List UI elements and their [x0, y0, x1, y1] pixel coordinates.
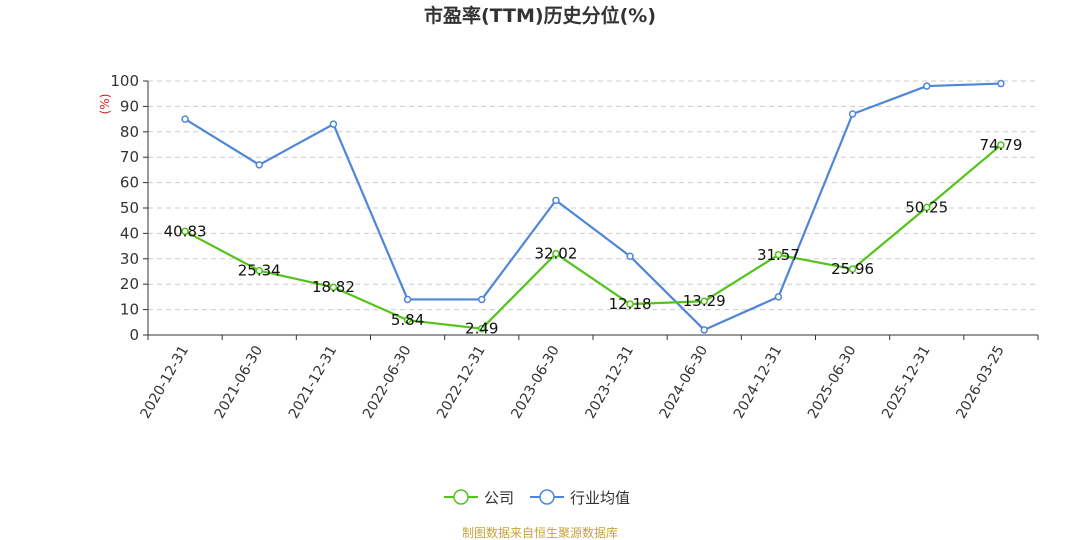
legend: 公司 行业均值 [444, 489, 630, 507]
data-label: 40.83 [164, 222, 207, 240]
x-tick-label: 2020-12-31 [137, 343, 192, 421]
legend-marker [453, 489, 469, 505]
data-point [329, 120, 338, 128]
data-point [329, 283, 338, 291]
x-tick-label: 2023-06-30 [508, 343, 563, 421]
data-label: 31.57 [757, 246, 800, 264]
source-note: 制图数据来自恒生聚源数据库 [462, 525, 618, 540]
series-line-1 [184, 82, 1001, 332]
x-tick-label: 2026-03-25 [953, 343, 1008, 421]
data-point [774, 251, 783, 259]
x-tick-label: 2023-12-31 [582, 343, 637, 421]
data-point [700, 326, 708, 334]
data-label: 74.79 [979, 136, 1022, 154]
y-tick-label: 90 [120, 97, 139, 115]
data-point [478, 324, 486, 333]
x-tick-label: 2024-12-31 [731, 343, 786, 421]
data-label: 2.49 [465, 320, 498, 338]
y-tick-label: 40 [120, 224, 139, 242]
y-tick-label: 60 [120, 174, 139, 192]
legend-marker [539, 489, 555, 505]
legend-label: 公司 [484, 489, 514, 507]
y-tick-label: 10 [120, 301, 139, 319]
data-label: 25.34 [238, 262, 281, 280]
data-point [255, 161, 263, 169]
x-tick-label: 2025-06-30 [805, 343, 860, 421]
data-point [403, 295, 412, 304]
data-point [403, 316, 412, 324]
x-axis-ticks: 2020-12-31 2021-06-30 2021-12-31 2022-06-30… [137, 335, 1039, 421]
data-point [181, 227, 189, 236]
data-point [255, 266, 263, 275]
y-tick-label: 80 [120, 123, 139, 141]
data-point [923, 82, 931, 90]
data-point [848, 110, 857, 118]
data-label: 12.18 [609, 295, 652, 313]
data-point [552, 249, 560, 258]
y-tick-label: 20 [120, 275, 139, 293]
chart-title: 市盈率(TTM)历史分位(%) [424, 4, 656, 27]
data-point [181, 115, 189, 123]
y-tick-label: 50 [120, 199, 139, 217]
y-axis-ticks: 0 10 20 30 40 50 60 70 80 90 100 [110, 72, 148, 344]
data-point [700, 297, 708, 305]
y-tick-label: 100 [110, 72, 139, 90]
data-point [774, 293, 783, 301]
y-axis-unit: (%) [98, 94, 112, 115]
y-tick-label: 0 [129, 326, 139, 344]
data-point [997, 79, 1005, 88]
x-tick-label: 2021-06-30 [212, 343, 267, 421]
data-point [552, 196, 560, 205]
data-point [997, 141, 1005, 149]
grid-lines [148, 80, 1038, 311]
data-point [626, 252, 634, 261]
series-line-0 [184, 144, 1002, 330]
data-label: 18.82 [312, 278, 355, 296]
data-label: 50.25 [905, 198, 948, 216]
legend-label: 行业均值 [570, 489, 630, 507]
x-tick-label: 2024-06-30 [657, 343, 712, 421]
data-label: 13.29 [683, 292, 726, 310]
y-tick-label: 70 [120, 148, 139, 166]
data-point [478, 295, 486, 304]
data-point [848, 265, 857, 273]
y-tick-label: 30 [120, 250, 139, 268]
data-point [923, 203, 931, 212]
data-label: 25.96 [831, 260, 874, 278]
x-tick-label: 2022-06-30 [360, 343, 415, 421]
x-tick-label: 2022-12-31 [434, 343, 489, 421]
data-point [626, 300, 634, 308]
x-tick-label: 2025-12-31 [879, 343, 934, 421]
data-label: 5.84 [391, 311, 424, 329]
data-label: 32.02 [534, 245, 577, 263]
series-lines [181, 79, 1005, 334]
x-tick-label: 2021-12-31 [286, 343, 341, 421]
data-labels: 40.83 25.34 18.82 5.84 2.49 32.02 12.18 13.29 31… [164, 136, 1023, 338]
